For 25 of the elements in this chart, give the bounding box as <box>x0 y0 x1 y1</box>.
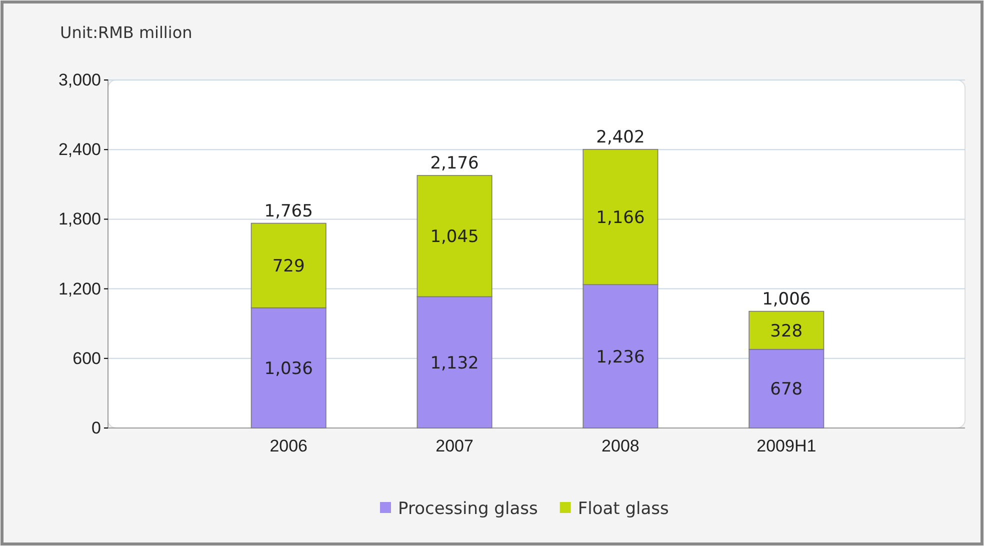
y-tick-label: 0 <box>92 418 101 438</box>
legend-label: Processing glass <box>398 498 538 519</box>
data-label: 1,045 <box>430 227 479 248</box>
y-tick-label: 2,400 <box>58 140 101 160</box>
x-tick-label: 2006 <box>270 436 308 456</box>
data-label: 1,166 <box>596 208 645 228</box>
data-label: 1,036 <box>264 358 313 379</box>
total-label: 2,176 <box>430 153 479 174</box>
data-label: 1,236 <box>596 347 645 368</box>
y-tick-label: 1,800 <box>58 210 101 229</box>
x-tick-label: 2007 <box>436 436 474 456</box>
total-label: 1,765 <box>264 201 313 222</box>
data-label: 678 <box>770 380 803 400</box>
legend-label: Float glass <box>578 498 670 519</box>
y-tick-label: 1,200 <box>58 279 101 298</box>
total-label: 1,006 <box>762 289 811 310</box>
y-tick-label: 600 <box>72 348 101 368</box>
data-label: 328 <box>770 321 803 342</box>
data-label: 1,132 <box>430 353 479 374</box>
total-label: 2,402 <box>596 127 645 148</box>
data-label: 729 <box>272 256 305 276</box>
y-tick-label: 3,000 <box>58 70 101 90</box>
x-tick-label: 2009H1 <box>756 436 816 456</box>
x-tick-label: 2008 <box>602 436 640 456</box>
y-axis-title: Unit:RMB million <box>60 23 192 42</box>
